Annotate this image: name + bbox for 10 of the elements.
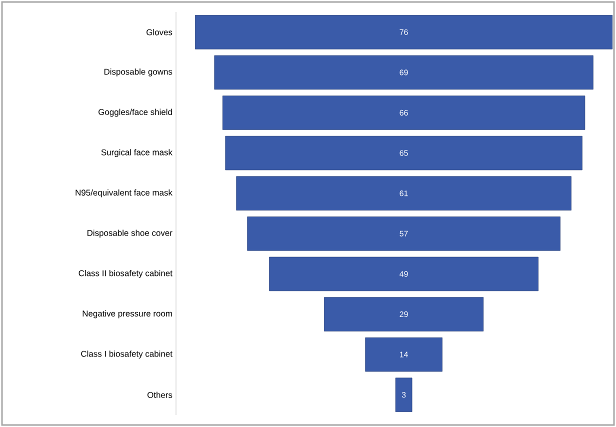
category-label: N95/equivalent face mask <box>76 189 172 198</box>
category-label: Disposable gowns <box>104 68 172 76</box>
category-label: Disposable shoe cover <box>88 230 172 238</box>
category-label: Gloves <box>146 29 172 36</box>
category-label: Negative pressure room <box>82 310 172 318</box>
category-label: Goggles/face shield <box>98 108 172 117</box>
category-label: Others <box>147 392 172 398</box>
category-label: Surgical face mask <box>101 149 172 157</box>
category-label: Class II biosafety cabinet <box>78 270 172 278</box>
category-label: Class I biosafety cabinet <box>81 350 172 358</box>
